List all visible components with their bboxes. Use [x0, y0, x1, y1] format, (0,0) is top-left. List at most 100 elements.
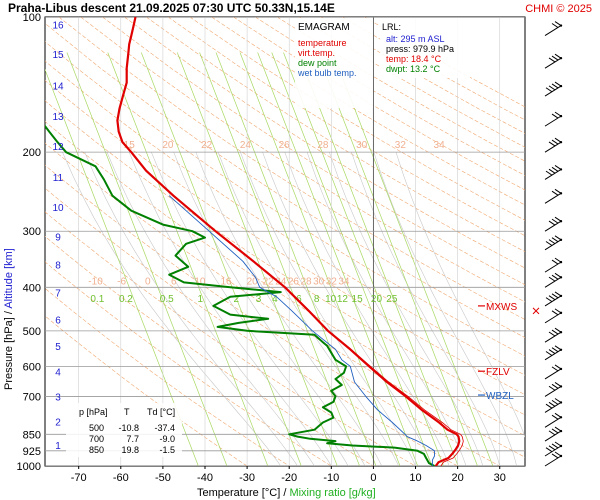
- barb-feather: [548, 385, 556, 391]
- mixing-ratio-line: [332, 52, 494, 466]
- barb-dot: [559, 416, 563, 419]
- adiabat-label: 26: [279, 140, 291, 151]
- barb-dot: [559, 84, 563, 88]
- barb-dot: [559, 140, 563, 144]
- barb-shaft: [544, 331, 562, 343]
- lrl-title: LRL:: [382, 22, 401, 32]
- barb-shaft: [544, 168, 562, 180]
- plot-frame: [44, 16, 526, 467]
- table-cell-td: -1.5: [159, 445, 175, 455]
- credit-label: CHMI © 2025: [525, 3, 592, 15]
- barb-feather: [554, 382, 562, 387]
- table-cell-t: -10.8: [118, 423, 139, 433]
- barb-feather: [554, 257, 562, 263]
- barb-feather: [554, 81, 562, 87]
- adiabat-label: 34: [434, 140, 446, 151]
- table-cell-p: 850: [89, 445, 104, 455]
- series-line: [116, 17, 461, 466]
- barb-shaft: [544, 261, 562, 273]
- chart-name-label: EMAGRAM: [298, 22, 350, 33]
- legend-item-temperature: temperature: [298, 38, 347, 48]
- altitude-label: 12: [52, 142, 64, 153]
- mixing-ratio-label: 0.2: [119, 294, 133, 305]
- level-label: MXWS: [486, 302, 517, 313]
- barb-feather: [551, 113, 559, 119]
- barb-dot: [559, 24, 563, 27]
- x-tick-label: 0: [370, 472, 376, 484]
- mixing-ratio-line: [45, 68, 199, 466]
- barb-feather: [548, 168, 556, 174]
- altitude-label: 4: [55, 368, 61, 379]
- mixing-ratio-line: [66, 52, 228, 466]
- adiabat-label: -10: [88, 276, 103, 287]
- wind-barb: [544, 164, 563, 180]
- barb-dot: [559, 238, 563, 242]
- y-tick-label: 1000: [17, 461, 41, 473]
- mixing-ratio-label: 12: [337, 294, 349, 305]
- barb-shaft: [544, 349, 562, 361]
- level-marker-layer: MXWS FZLV WBZL: [478, 302, 540, 402]
- legend-item-wet-bulb: wet bulb temp.: [297, 68, 357, 78]
- barb-feather: [554, 291, 562, 297]
- mixing-ratio-line: [297, 52, 459, 466]
- adiabat-label: 22: [263, 276, 275, 287]
- barb-shaft: [544, 402, 562, 413]
- adiabat-label: 16: [220, 276, 232, 287]
- adiabat-label: 24: [240, 140, 252, 151]
- mixing-ratio-line: [257, 52, 419, 466]
- altitude-label: 16: [52, 21, 64, 32]
- wind-barb: [544, 441, 563, 457]
- x-tick-label: 30: [494, 472, 506, 484]
- barb-shaft: [544, 192, 562, 204]
- barb-feather: [551, 414, 559, 420]
- mixing-ratio-label: 1: [197, 294, 203, 305]
- mixing-ratio-label: 8: [314, 294, 320, 305]
- barb-feather: [554, 345, 562, 351]
- barb-dot: [559, 311, 563, 315]
- y-tick-label: 925: [23, 446, 41, 458]
- dry-adiabat: [45, 80, 525, 396]
- dry-adiabat: [45, 100, 525, 416]
- barb-shaft: [544, 312, 562, 324]
- mixing-ratio-line: [176, 52, 338, 466]
- table-cell-t: 19.8: [121, 445, 139, 455]
- adiabat-label: 20: [162, 140, 174, 151]
- table-cell-p: 700: [89, 434, 104, 444]
- barb-feather: [548, 331, 556, 337]
- barb-shaft: [544, 416, 562, 428]
- table-cell-td: -9.0: [159, 434, 175, 444]
- barb-feather: [548, 239, 556, 245]
- x-tick-label: -30: [239, 472, 255, 484]
- lrl-temp: temp: 18.4 °C: [386, 54, 442, 64]
- barb-feather: [545, 87, 553, 93]
- lrl-press: press: 979.9 hPa: [386, 44, 454, 54]
- adiabat-label: 24: [275, 276, 287, 287]
- data-table: p [hPa] T Td [°C] 500 -10.8 -37.4 700 7.…: [66, 403, 182, 457]
- barb-feather: [551, 329, 559, 335]
- adiabat-label: 32: [395, 140, 407, 151]
- barb-dot: [559, 429, 563, 433]
- x-tick-label: 10: [409, 472, 421, 484]
- series-layer: [45, 17, 464, 466]
- level-label: WBZL: [486, 391, 514, 402]
- barb-shaft: [544, 386, 562, 397]
- altitude-label: 14: [52, 81, 64, 92]
- barb-feather: [551, 399, 559, 405]
- barb-feather: [551, 218, 559, 224]
- barb-shaft: [544, 276, 562, 288]
- barb-dot: [559, 367, 563, 371]
- barb-shaft: [544, 445, 562, 457]
- x-tick-label: -70: [71, 472, 87, 484]
- barb-shaft: [544, 85, 562, 97]
- barb-feather: [551, 310, 559, 316]
- mixing-ratio-line: [140, 52, 302, 466]
- barb-dot: [559, 401, 563, 404]
- barb-feather: [548, 141, 556, 147]
- adiabat-label: 26: [288, 276, 300, 287]
- barb-feather: [551, 383, 559, 389]
- barb-feather: [551, 366, 559, 372]
- wind-barb: [544, 53, 563, 69]
- series-line: [168, 195, 435, 466]
- y-tick-label: 200: [23, 147, 41, 159]
- x-tick-label: -40: [197, 472, 213, 484]
